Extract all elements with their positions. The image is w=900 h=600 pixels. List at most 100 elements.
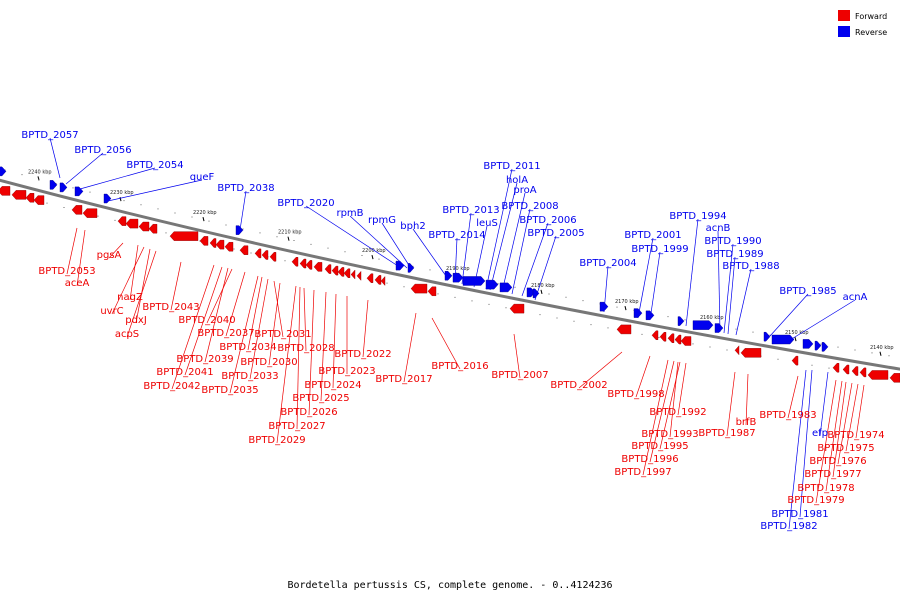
forward-leader-line	[825, 380, 843, 492]
reverse-gene-label: BPTD_1985	[779, 286, 836, 297]
forward-leader-line	[296, 286, 301, 430]
forward-leader-line	[332, 293, 337, 389]
forward-gene-label: BPTD_2053	[38, 266, 95, 277]
reverse-gene-label: queF	[190, 172, 215, 183]
forward-gene-label: BPTD_2029	[248, 435, 305, 446]
forward-gene-arrow	[616, 324, 632, 335]
forward-gene-arrow	[851, 366, 859, 376]
tick-label: 2140 kbp	[870, 345, 894, 351]
forward-leader-line	[171, 264, 215, 390]
forward-gene-label: BPTD_2039	[176, 354, 233, 365]
forward-gene-arrow	[125, 218, 139, 229]
reverse-leader-line	[412, 228, 447, 277]
forward-gene-arrow	[269, 252, 277, 262]
forward-gene-label: BPTD_1996	[621, 454, 678, 465]
forward-leader-line	[513, 333, 521, 379]
reverse-leader-line	[788, 369, 807, 530]
forward-gene-arrow	[25, 193, 35, 203]
reverse-gene-arrow	[771, 334, 795, 345]
forward-leader-line	[578, 351, 623, 389]
forward-gene-label: BPTD_2023	[318, 366, 375, 377]
forward-gene-arrow	[215, 239, 225, 250]
tick-label: 2200 kbp	[362, 248, 386, 254]
forward-gene-arrow	[427, 286, 437, 297]
forward-gene-label: pdxJ	[125, 315, 147, 326]
reverse-gene-arrow	[499, 282, 513, 293]
forward-gene-arrow	[148, 224, 158, 234]
forward-gene-label: BPTD_1979	[787, 495, 844, 506]
forward-gene-label: BPTD_1993	[641, 429, 698, 440]
reverse-gene-arrow	[645, 310, 655, 321]
reverse-gene-label: BPTD_2011	[483, 161, 540, 172]
forward-gene-arrow	[734, 345, 740, 356]
reverse-gene-label: efp	[812, 428, 828, 439]
forward-gene-arrow	[254, 248, 262, 259]
reverse-leader-line	[501, 192, 526, 293]
reverse-gene-label: bph2	[400, 221, 425, 232]
reverse-gene-arrow	[633, 308, 643, 318]
forward-leader-line	[308, 289, 315, 416]
forward-leader-line	[787, 375, 799, 419]
forward-gene-label: BPTD_2035	[201, 385, 258, 396]
reverse-leader-line	[521, 222, 549, 297]
forward-gene-label: brfB	[736, 417, 757, 428]
reverse-gene-arrow	[235, 225, 244, 235]
forward-gene-arrow	[199, 236, 209, 246]
tick-label: 2220 kbp	[193, 210, 217, 216]
major-tick	[794, 337, 797, 342]
forward-leader-line	[403, 312, 417, 383]
forward-leader-line	[76, 229, 86, 287]
reverse-gene-label: BPTD_2056	[74, 145, 131, 156]
reverse-leader-line	[637, 237, 654, 319]
reverse-leader-line	[454, 237, 458, 283]
forward-gene-label: BPTD_2026	[280, 407, 337, 418]
forward-leader-line	[669, 361, 679, 438]
genome-backbone	[0, 178, 900, 371]
forward-gene-arrow	[324, 264, 332, 274]
reverse-leader-line	[49, 137, 61, 179]
forward-leader-line	[276, 285, 297, 444]
legend-forward-swatch	[838, 10, 850, 21]
forward-gene-arrow	[82, 208, 98, 218]
forward-gene-arrow	[33, 195, 45, 205]
forward-leader-line	[303, 287, 307, 352]
forward-gene-label: pgsA	[97, 250, 122, 261]
reverse-gene-label: BPTD_1994	[669, 211, 726, 222]
forward-gene-arrow	[832, 363, 840, 373]
reverse-gene-label: acnB	[706, 223, 731, 234]
reverse-leader-line	[305, 205, 399, 267]
forward-gene-label: BPTD_2002	[550, 380, 607, 391]
major-tick	[371, 255, 374, 260]
forward-gene-label: BPTD_2041	[156, 367, 213, 378]
forward-gene-label: BPTD_2030	[240, 357, 297, 368]
forward-gene-label: BPTD_1976	[809, 456, 866, 467]
forward-gene-arrow	[867, 370, 889, 380]
forward-gene-arrow	[0, 186, 11, 196]
forward-leader-line	[206, 268, 233, 324]
reverse-gene-label: holA	[506, 175, 528, 186]
gene-marks-layer	[0, 166, 900, 383]
forward-gene-label: BPTD_1977	[804, 469, 861, 480]
reverse-leader-line	[473, 225, 488, 288]
forward-gene-label: BPTD_2025	[292, 393, 349, 404]
major-tick	[119, 197, 122, 202]
reverse-gene-label: acnA	[843, 292, 868, 303]
reverse-gene-label: BPTD_2005	[527, 228, 584, 239]
forward-gene-label: BPTD_2017	[375, 374, 432, 385]
forward-gene-arrow	[659, 332, 667, 342]
forward-gene-arrow	[350, 269, 356, 280]
forward-leader-line	[126, 250, 157, 338]
forward-gene-label: BPTD_2043	[142, 302, 199, 313]
forward-gene-label: BPTD_1998	[607, 389, 664, 400]
reverse-gene-label: BPTD_2004	[579, 258, 636, 269]
reverse-gene-arrow	[814, 340, 822, 351]
forward-leader-line	[249, 278, 269, 380]
reverse-leader-line	[107, 179, 203, 202]
tick-label: 2190 kbp	[446, 266, 470, 272]
forward-gene-label: BPTD_1975	[817, 443, 874, 454]
forward-gene-arrow	[374, 275, 382, 285]
forward-leader-line	[815, 379, 837, 504]
reverse-gene-label: BPTD_2006	[519, 215, 576, 226]
forward-leader-line	[184, 266, 223, 376]
